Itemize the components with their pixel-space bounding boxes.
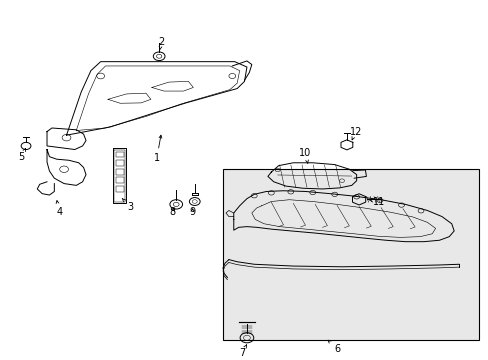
Bar	[116, 152, 123, 157]
Bar	[116, 160, 123, 166]
Text: 12: 12	[349, 127, 361, 140]
Text: 7: 7	[239, 345, 246, 358]
Text: 6: 6	[327, 340, 340, 354]
Text: 11: 11	[369, 197, 384, 207]
Text: 1: 1	[153, 135, 162, 163]
Bar	[116, 186, 123, 192]
Bar	[116, 169, 123, 175]
Bar	[222, 169, 478, 339]
Text: 3: 3	[122, 198, 133, 212]
Text: 10: 10	[299, 148, 311, 163]
Text: 2: 2	[158, 37, 164, 50]
Text: 8: 8	[169, 207, 175, 217]
Text: 9: 9	[189, 207, 195, 217]
Text: 4: 4	[56, 201, 62, 217]
Bar	[116, 177, 123, 183]
Text: 5: 5	[18, 148, 25, 162]
